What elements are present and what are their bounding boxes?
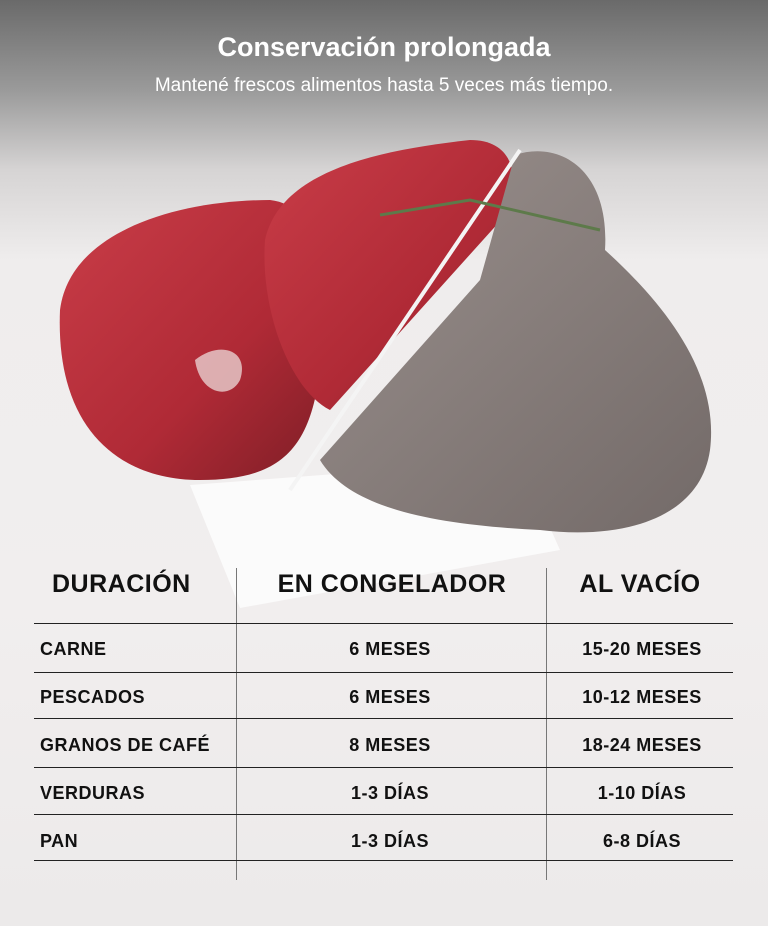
freezer-value: 1-3 DÍAS xyxy=(350,783,430,803)
header-duracion: DURACIÓN xyxy=(52,570,191,598)
freezer-value: 6 MESES xyxy=(349,639,431,659)
page-subtitle: Mantené frescos alimentos hasta 5 veces … xyxy=(154,75,614,96)
column-divider xyxy=(546,568,547,880)
divider-line xyxy=(288,148,522,492)
row-divider xyxy=(34,767,733,768)
row-divider xyxy=(34,860,733,861)
header-congelador: EN CONGELADOR xyxy=(277,570,507,598)
row-label: CARNE xyxy=(40,639,107,659)
row-divider xyxy=(34,718,733,719)
header-vacio: AL VACÍO xyxy=(579,570,701,598)
vacuum-value: 10-12 MESES xyxy=(582,687,702,707)
vacuum-value: 18-24 MESES xyxy=(582,735,702,755)
spoiled-steak xyxy=(320,151,712,533)
meat-comparison-image xyxy=(59,140,712,608)
fresh-steak-right xyxy=(264,140,514,410)
vacuum-value: 1-10 DÍAS xyxy=(597,783,687,803)
page-title: Conservación prolongada xyxy=(217,32,551,62)
rosemary-sprig xyxy=(379,198,601,232)
freezer-value: 1-3 DÍAS xyxy=(350,831,430,851)
row-label: PESCADOS xyxy=(40,687,146,707)
row-divider xyxy=(34,672,733,673)
vacuum-value: 15-20 MESES xyxy=(582,639,702,659)
freezer-value: 6 MESES xyxy=(349,687,431,707)
row-label: VERDURAS xyxy=(40,783,146,803)
fresh-steak-left xyxy=(59,200,324,480)
row-divider xyxy=(34,623,733,624)
row-label: PAN xyxy=(40,831,79,851)
column-divider xyxy=(236,568,237,880)
row-label: GRANOS DE CAFÉ xyxy=(40,735,211,755)
row-divider xyxy=(34,814,733,815)
vacuum-value: 6-8 DÍAS xyxy=(602,831,682,851)
freezer-value: 8 MESES xyxy=(349,735,431,755)
